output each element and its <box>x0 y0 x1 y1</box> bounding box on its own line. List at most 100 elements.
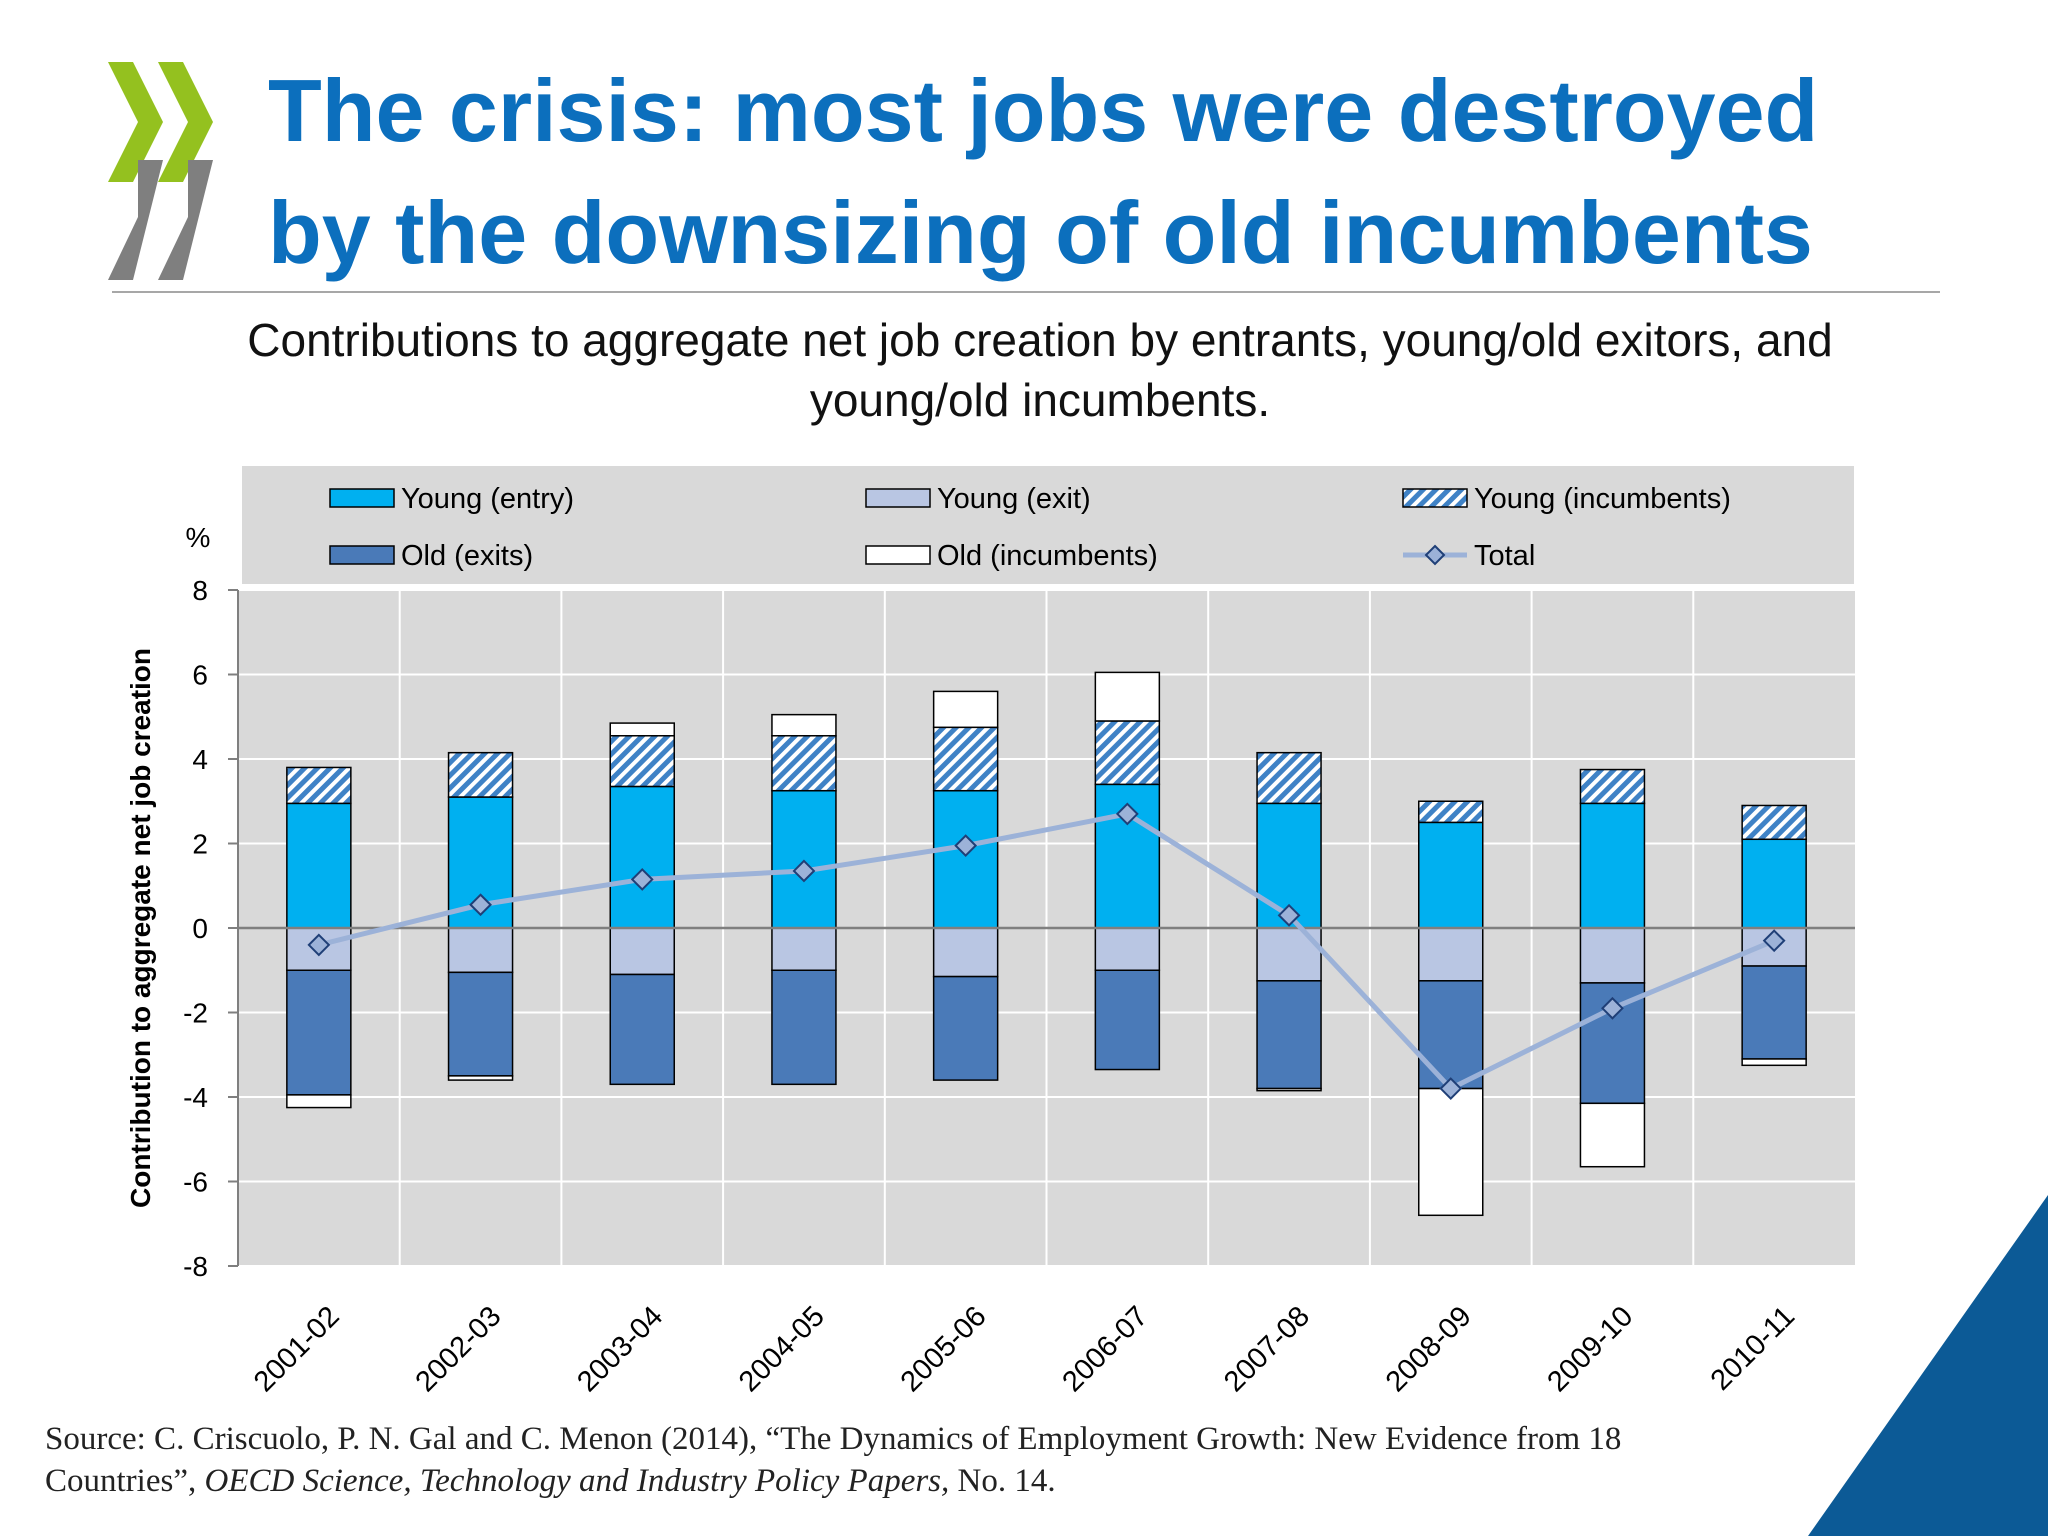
bar-segment-old-incumbents <box>609 722 675 737</box>
total-marker <box>630 867 654 891</box>
bar-segment-young-exit <box>1094 927 1161 971</box>
bar-segment-young-entry <box>609 785 675 929</box>
legend-swatch <box>1402 488 1468 508</box>
source-line-1: Source: C. Criscuolo, P. N. Gal and C. M… <box>45 1421 1622 1457</box>
logo-chevron-gray-2 <box>158 160 213 280</box>
bar-segment-young-incumbents <box>286 766 352 805</box>
bar-segment-old-exits <box>1741 965 1807 1060</box>
bar-segment-young-exit <box>771 927 837 971</box>
total-marker <box>469 893 492 917</box>
x-tick-label: 2001-02 <box>248 1300 346 1398</box>
bar-segment-young-incumbents <box>609 735 675 788</box>
x-tick-label: 2003-04 <box>571 1300 669 1398</box>
x-tick-label: 2006-07 <box>1056 1300 1154 1398</box>
legend-item: Young (entry) <box>329 483 574 515</box>
bar-segment-young-exit <box>447 927 514 974</box>
logo-chevron-green-2 <box>158 62 213 182</box>
bar-segment-young-entry <box>771 789 837 929</box>
legend-item: Young (exit) <box>865 483 1091 515</box>
bar-segment-young-entry <box>1418 821 1484 929</box>
source-prefix: Countries”, <box>45 1463 205 1499</box>
logo-chevron-green-1 <box>108 62 163 182</box>
bar-segment-old-exits <box>447 971 514 1077</box>
bar-segment-young-exit <box>1418 927 1484 982</box>
bar-segment-old-exits <box>286 969 352 1096</box>
total-marker <box>1601 996 1624 1020</box>
total-line <box>318 811 1776 1092</box>
bar-segment-old-incumbents <box>447 1075 514 1081</box>
bar-segment-young-incumbents <box>1741 804 1807 841</box>
bar-segment-young-exit <box>932 927 999 978</box>
legend-item: Old (incumbents) <box>865 540 1158 572</box>
title-divider <box>112 291 1940 293</box>
bar-segment-old-exits <box>1418 980 1484 1090</box>
legend-label: Young (entry) <box>401 483 574 515</box>
subtitle-line: Contributions to aggregate net job creat… <box>247 314 1833 366</box>
total-marker <box>792 859 816 883</box>
y-tick-label: -4 <box>183 1082 208 1113</box>
bar-segment-old-incumbents <box>1256 1087 1322 1092</box>
legend-item: Total <box>1403 540 1535 572</box>
y-tick-label: 4 <box>192 744 208 775</box>
x-tick-label: 2005-06 <box>895 1300 993 1398</box>
total-marker <box>1439 1077 1463 1100</box>
legend-label: Total <box>1474 540 1535 572</box>
source-line-2: Countries”, OECD Science, Technology and… <box>45 1460 1865 1502</box>
bar-segment-young-entry <box>1579 802 1646 929</box>
stacked-bar-chart: 8 6 4 2 0 -2 -4 -6 -8% Contribution to aggregate … <box>125 466 1855 1398</box>
legend-swatch <box>329 488 395 508</box>
legend-panel <box>242 466 1854 584</box>
y-tick-label: 6 <box>192 660 208 691</box>
total-marker <box>1277 903 1301 927</box>
bar-segment-young-incumbents <box>1418 800 1484 824</box>
legend-item: Old (exits) <box>329 540 533 572</box>
source-suffix: No. 14. <box>949 1463 1056 1499</box>
logo-chevron-gray-1 <box>108 160 163 280</box>
bar-segment-old-incumbents <box>1579 1102 1646 1168</box>
bar-segment-young-incumbents <box>1256 751 1322 805</box>
x-tick-label: 2007-08 <box>1218 1300 1316 1398</box>
bar-segment-young-exit <box>609 927 675 976</box>
slide-title-line: The crisis: most jobs were destroyed <box>268 61 1819 160</box>
y-axis-title: Contribution to aggregate net job creati… <box>125 648 156 1208</box>
x-tick-label: 2008-09 <box>1380 1300 1478 1398</box>
total-marker <box>954 834 978 858</box>
legend-swatch <box>329 545 395 565</box>
bar-segment-young-incumbents <box>771 735 837 792</box>
bar-segment-young-exit <box>1579 927 1646 984</box>
y-tick-label: -2 <box>183 998 208 1029</box>
x-tick-label: 2009-10 <box>1542 1300 1640 1398</box>
legend-label: Old (incumbents) <box>937 540 1158 572</box>
bar-segment-young-incumbents <box>447 751 514 798</box>
bar-segment-young-entry <box>932 789 999 929</box>
bar-segment-old-exits <box>771 969 837 1086</box>
subtitle-line: young/old incumbents. <box>809 374 1271 426</box>
x-tick-label: 2002-03 <box>410 1300 508 1398</box>
bar-segment-old-incumbents <box>1741 1058 1807 1067</box>
y-tick-label: 2 <box>192 829 208 860</box>
bar-segment-old-exits <box>609 973 675 1086</box>
bar-segment-young-incumbents <box>1094 720 1161 786</box>
bar-segment-young-incumbents <box>1579 768 1646 805</box>
y-unit-label: % <box>186 522 211 553</box>
x-tick-label: 2010-11 <box>1705 1300 1801 1396</box>
total-marker <box>1762 929 1786 953</box>
bar-segment-old-incumbents <box>1418 1087 1484 1217</box>
x-tick-label: 2004-05 <box>733 1300 831 1398</box>
bar-segment-old-incumbents <box>1094 671 1161 722</box>
slide-title: The crisis: most jobs were destroyed by … <box>268 50 1968 294</box>
legend-marker <box>1424 544 1446 566</box>
total-marker <box>307 933 331 957</box>
bar-segment-old-exits <box>1256 980 1322 1090</box>
bar-segment-old-exits <box>932 975 999 1081</box>
legend-label: Young (exit) <box>937 483 1091 515</box>
legend-label: Old (exits) <box>401 540 533 572</box>
bar-segment-young-entry <box>286 802 352 929</box>
total-marker <box>1115 802 1139 826</box>
bar-segment-young-incumbents <box>932 726 999 792</box>
legend-swatch <box>865 488 931 508</box>
chart-subtitle: Contributions to aggregate net job creat… <box>100 310 1980 430</box>
y-tick-label: -6 <box>183 1167 208 1198</box>
bar-segment-old-incumbents <box>286 1094 352 1109</box>
bar-segment-old-exits <box>1094 969 1161 1071</box>
